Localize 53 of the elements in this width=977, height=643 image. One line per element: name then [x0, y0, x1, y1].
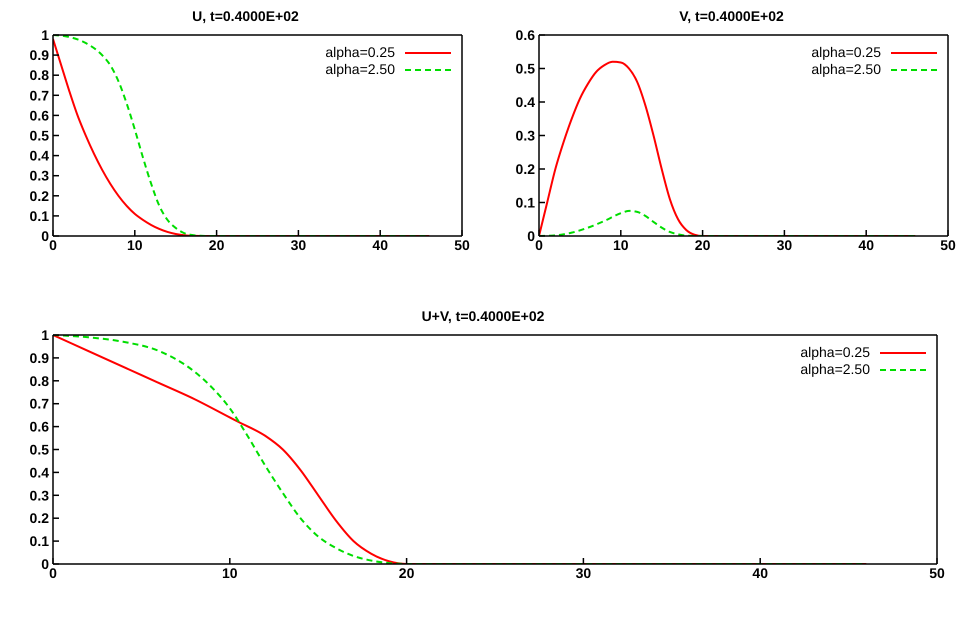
y-tick-label: 0.7 — [30, 396, 50, 412]
x-tick-label: 50 — [454, 236, 470, 253]
y-tick-label: 0.1 — [516, 194, 536, 210]
y-tick-label: 0.2 — [516, 160, 536, 177]
line-series — [539, 210, 916, 236]
legend-label: alpha=2.50 — [811, 61, 881, 78]
y-tick-label: 0.3 — [516, 127, 536, 144]
x-tick-label: 20 — [208, 236, 225, 253]
y-tick-label: 0.9 — [30, 47, 50, 64]
y-tick-label: 0.2 — [30, 510, 50, 526]
y-tick-label: 0.8 — [30, 67, 50, 84]
y-tick-label: 1 — [41, 26, 50, 43]
x-tick-label: 40 — [752, 564, 768, 581]
y-tick-label: 0.6 — [516, 26, 536, 43]
y-tick-label: 0.8 — [30, 372, 50, 389]
legend-label: alpha=0.25 — [325, 44, 395, 61]
line-series — [539, 60, 916, 236]
y-tick-label: 0.6 — [30, 418, 50, 435]
x-tick-label: 50 — [940, 236, 956, 253]
y-tick-label: 0.3 — [30, 487, 50, 504]
legend-label: alpha=2.50 — [325, 61, 395, 78]
chart-title: U, t=0.4000E+02 — [191, 8, 300, 26]
legend-label: alpha=2.50 — [800, 361, 870, 378]
legend-label: alpha=0.25 — [811, 44, 881, 61]
y-tick-label: 0.6 — [30, 107, 50, 124]
y-tick-label: 1 — [41, 326, 50, 343]
x-tick-label: 40 — [858, 236, 874, 253]
y-tick-label: 0.7 — [30, 87, 50, 104]
chart-title: V, t=0.4000E+02 — [678, 8, 785, 26]
x-tick-label: 10 — [222, 564, 238, 581]
x-tick-label: 20 — [398, 564, 415, 581]
y-tick-label: 0.2 — [30, 188, 50, 204]
x-tick-label: 10 — [127, 236, 143, 253]
y-tick-label: 0.3 — [30, 168, 50, 184]
x-tick-label: 30 — [290, 236, 306, 253]
line-series — [53, 335, 868, 564]
y-tick-label: 0.1 — [30, 208, 50, 224]
y-tick-label: 0.4 — [30, 464, 50, 480]
legend-label: alpha=0.25 — [800, 344, 870, 361]
y-tick-label: 0.4 — [516, 94, 536, 110]
x-tick-label: 40 — [372, 236, 388, 253]
x-tick-label: 30 — [576, 564, 592, 581]
y-tick-label: 0.4 — [30, 148, 50, 164]
x-tick-label: 50 — [929, 564, 945, 581]
chart-title: U+V, t=0.4000E+02 — [420, 308, 546, 326]
y-tick-label: 0.1 — [30, 533, 50, 550]
y-tick-label: 0.9 — [30, 350, 50, 366]
y-tick-label: 0.5 — [30, 441, 50, 458]
y-tick-label: 0.5 — [30, 127, 50, 144]
x-tick-label: 20 — [694, 236, 711, 253]
x-tick-label: 10 — [613, 236, 629, 253]
y-tick-label: 0.5 — [516, 60, 536, 76]
x-tick-label: 30 — [776, 236, 792, 253]
